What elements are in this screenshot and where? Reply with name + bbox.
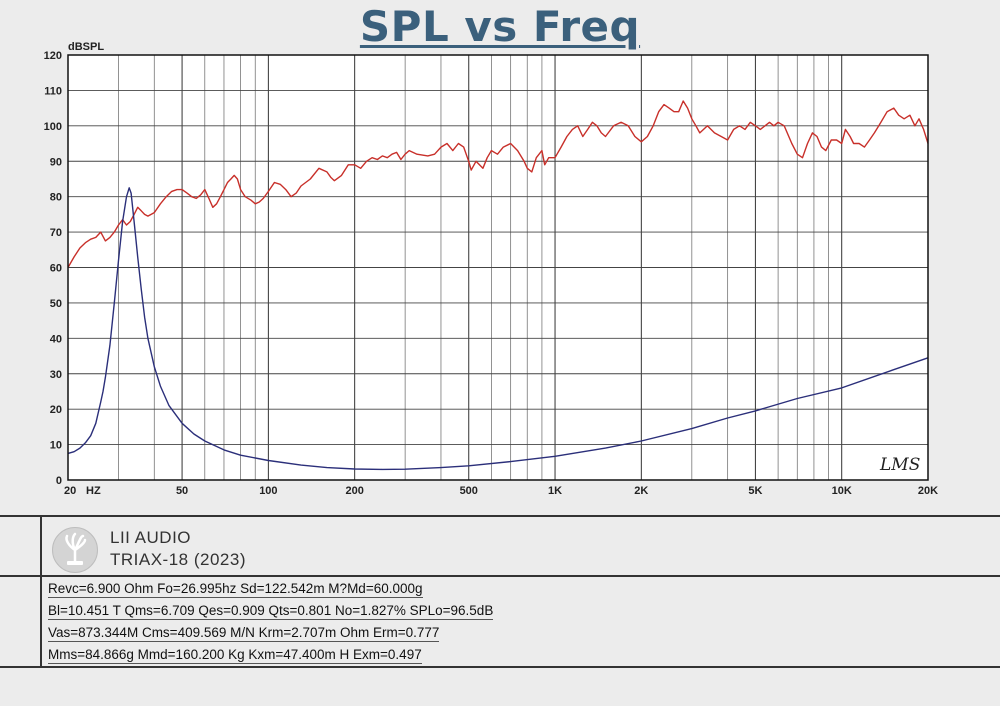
y-tick-label: 80 (50, 192, 62, 204)
panel-left-border (40, 516, 42, 666)
chart-title: SPL vs Freq (359, 2, 641, 51)
plot-frame (67, 54, 929, 481)
x-tick-label: 20 (64, 485, 76, 497)
lms-annotation: LMS (879, 455, 920, 475)
y-tick-label: 120 (44, 50, 62, 62)
param-line-4: Mms=84.866g Mmd=160.200 Kg Kxm=47.400m H… (48, 647, 422, 664)
brand-name: LII AUDIO (110, 528, 192, 547)
impedance-curve (67, 187, 929, 471)
y-tick-label: 30 (50, 369, 62, 381)
x-unit-label: HZ (86, 485, 101, 497)
y-axis-label: dBSPL (68, 41, 104, 53)
x-tick-label: 100 (259, 485, 277, 497)
param-line-1: Revc=6.900 Ohm Fo=26.995hz Sd=122.542m M… (48, 581, 423, 598)
logo-icon (65, 532, 87, 565)
model-name: TRIAX-18 (2023) (110, 550, 246, 569)
y-tick-label: 10 (50, 440, 62, 452)
y-tick-label: 110 (44, 85, 62, 97)
y-tick-labels: 0 10 20 30 40 50 60 70 80 90 100 110 120 (44, 50, 62, 487)
y-tick-label: 50 (50, 298, 62, 310)
series-group (67, 100, 929, 471)
x-tick-label: 50 (176, 485, 188, 497)
x-tick-labels: 20 50 100 200 500 1K 2K 5K 10K 20K (64, 485, 938, 497)
param-line-2: Bl=10.451 T Qms=6.709 Qes=0.909 Qts=0.80… (48, 603, 494, 620)
x-tick-label: 500 (460, 485, 478, 497)
spl-curve (67, 100, 929, 268)
x-tick-label: 20K (918, 485, 938, 497)
y-tick-label: 70 (50, 227, 62, 239)
divider-top (0, 515, 1000, 517)
x-tick-label: 1K (548, 485, 562, 497)
y-tick-label: 20 (50, 404, 62, 416)
lii-audio-logo (52, 527, 98, 573)
y-tick-label: 100 (44, 121, 62, 133)
x-tick-label: 2K (634, 485, 648, 497)
param-line-3: Vas=873.344M Cms=409.569 M/N Krm=2.707m … (48, 625, 440, 642)
y-tick-label: 90 (50, 156, 62, 168)
y-tick-label: 40 (50, 333, 62, 345)
spl-chart: 0 10 20 30 40 50 60 70 80 90 100 110 120 20 50 100 200 5… (44, 41, 939, 497)
y-tick-label: 60 (50, 263, 62, 275)
x-tick-label: 200 (345, 485, 363, 497)
divider-bottom (0, 666, 1000, 668)
x-tick-label: 10K (832, 485, 852, 497)
divider-middle (0, 575, 1000, 577)
y-tick-label: 0 (56, 475, 62, 487)
x-tick-label: 5K (748, 485, 762, 497)
